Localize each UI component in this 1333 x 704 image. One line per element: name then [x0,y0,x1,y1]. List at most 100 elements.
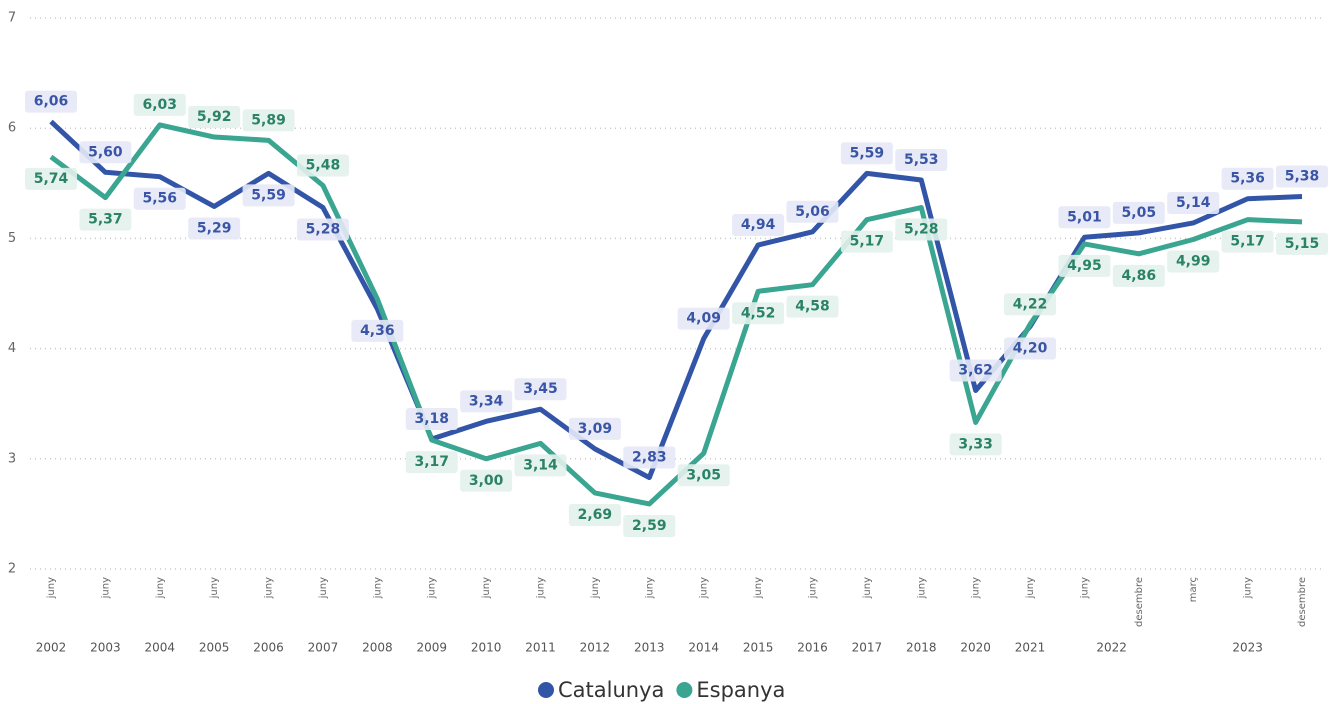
y-tick-label: 7 [8,11,16,26]
data-label-bg [514,454,567,477]
data-label: 5,01 [1067,209,1102,225]
data-label: 5,28 [904,222,939,238]
series-line [49,122,1303,507]
x-group-label: 2006 [253,641,284,655]
x-tick-label: juny [590,577,601,599]
data-label-bg [242,109,295,132]
x-group-label: 2005 [199,641,230,655]
x-tick-label: juny [481,577,492,599]
x-group-label: 2011 [525,641,556,655]
data-label-bg [1004,293,1057,316]
data-label-bg [732,302,785,325]
x-group-label: 2010 [471,641,502,655]
x-group-label: 2009 [416,641,447,655]
y-tick-label: 5 [8,231,16,246]
data-label-bg [895,218,948,241]
data-label: 4,20 [1013,341,1048,357]
data-label-bg [1112,201,1165,224]
data-label: 2,59 [632,518,667,534]
x-group-label: 2020 [960,641,991,655]
data-label: 5,05 [1122,205,1157,221]
data-label-bg [188,106,241,129]
data-label: 3,34 [469,393,504,409]
data-label: 5,60 [88,144,123,160]
data-label: 3,33 [958,436,993,452]
data-label-bg [25,90,77,113]
data-label-bg [133,187,186,210]
data-label: 5,37 [88,212,123,228]
x-group-label: 2007 [308,641,339,655]
data-label-bg [1167,191,1220,214]
data-label: 6,03 [143,97,178,113]
data-label-bg [79,141,132,164]
legend-marker [538,682,554,698]
x-tick-label: juny [318,577,329,599]
data-label: 3,14 [523,457,558,473]
data-label-bg [949,433,1002,456]
x-group-label: 2014 [688,641,719,655]
x-group-label: 2015 [743,641,774,655]
data-label-bg [351,319,404,342]
data-label: 5,59 [251,187,286,203]
x-tick-label: juny [100,577,111,599]
x-group-label: 2008 [362,641,393,655]
x-group-label: 2004 [145,641,176,655]
data-label: 5,74 [34,171,69,187]
x-tick-label: juny [699,577,710,599]
data-label-bg [296,154,349,177]
data-label: 5,06 [795,204,830,220]
data-label-bg [133,93,186,116]
x-group-label: 2003 [90,641,121,655]
x-tick-label: juny [427,577,438,599]
data-label: 5,53 [904,152,939,168]
data-label: 5,92 [197,109,232,125]
data-label: 3,18 [414,411,449,427]
legend-label: Catalunya [558,678,664,702]
data-label-bg [405,451,458,474]
data-label-bg [623,514,676,537]
x-tick-label: juny [264,577,275,599]
data-label: 3,45 [523,381,558,397]
series-line [49,119,1303,481]
x-group-label: 2022 [1096,641,1127,655]
x-group-label: 2023 [1232,641,1263,655]
data-label-bg [677,307,730,330]
data-label: 5,17 [850,234,885,250]
x-tick-label: juny [916,577,927,599]
data-label-bg [840,142,893,165]
x-tick-label: juny [971,577,982,599]
x-tick-label: juny [644,577,655,599]
data-label: 4,22 [1013,296,1048,312]
data-label-bg [786,295,839,318]
data-label: 4,99 [1176,254,1211,270]
data-label: 5,29 [197,220,232,236]
data-label-bg [242,184,295,207]
x-group-label: 2013 [634,641,665,655]
x-tick-label: juny [155,577,166,599]
data-label: 5,36 [1230,171,1265,187]
data-label-bg [1004,337,1057,360]
data-label: 5,89 [251,112,286,128]
data-label: 4,86 [1122,268,1157,284]
data-label-bg [188,217,241,240]
data-label-bg [568,503,621,526]
data-label: 5,17 [1230,234,1265,250]
data-label-bg [568,417,621,440]
data-label-bg [786,200,839,223]
y-tick-label: 4 [8,341,16,356]
data-label-bg [840,230,893,253]
y-tick-label: 2 [8,562,16,577]
data-label-bg [1112,264,1165,287]
data-label-bg [732,214,785,237]
data-label: 4,58 [795,299,830,315]
data-label: 2,83 [632,450,667,466]
data-label-bg [1058,254,1111,277]
data-label-bg [25,167,77,190]
x-tick-label: juny [1025,577,1036,599]
data-label: 5,56 [143,191,178,207]
data-label-bg [949,359,1002,382]
data-label-bg [296,218,349,241]
x-tick-label: juny [372,577,383,599]
data-label-bg [460,469,513,492]
